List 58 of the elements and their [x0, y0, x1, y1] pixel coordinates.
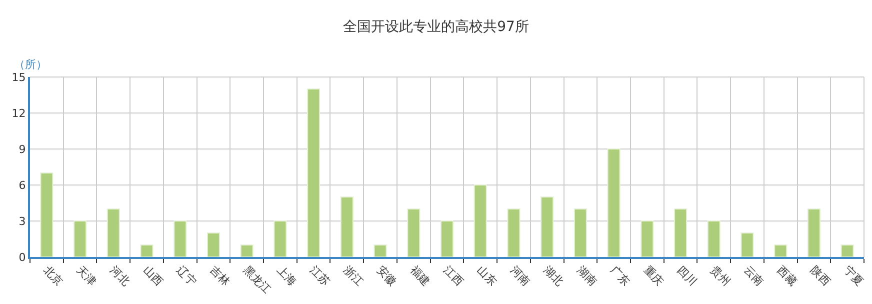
x-tick-label: 宁夏 [841, 264, 866, 288]
x-tick-label: 黑龙江 [240, 264, 274, 296]
x-tick-label: 重庆 [641, 264, 666, 288]
x-tick-label: 西藏 [774, 264, 800, 288]
bar [340, 196, 354, 257]
bar [274, 220, 287, 257]
x-tick-label: 江西 [440, 264, 466, 288]
bar [707, 220, 720, 257]
bar [574, 208, 587, 257]
x-tick-label: 河北 [107, 264, 132, 288]
bar [440, 220, 454, 257]
bar [607, 148, 620, 257]
x-tick-label: 山西 [140, 264, 166, 288]
x-tick-label: 安徽 [374, 264, 400, 288]
x-tick-label: 湖北 [541, 264, 566, 288]
x-tick-label: 广东 [608, 264, 633, 288]
y-tick-label: 6 [18, 178, 26, 192]
bar [740, 232, 754, 257]
bar [174, 220, 187, 257]
x-tick-label: 浙江 [340, 264, 366, 288]
x-tick-label: 山东 [474, 264, 500, 288]
bar [807, 208, 820, 257]
x-tick-label: 江苏 [308, 264, 332, 288]
x-tick-label: 福建 [408, 264, 432, 288]
bar [240, 244, 254, 257]
bar [507, 208, 520, 257]
bar [140, 244, 154, 257]
chart-title: 全国开设此专业的高校共97所 [343, 19, 529, 36]
bar [206, 232, 220, 257]
x-tick-label: 上海 [274, 264, 299, 288]
x-tick-label: 云南 [741, 264, 766, 288]
bar [840, 244, 854, 257]
x-tick-label: 吉林 [207, 264, 232, 288]
y-axis-title: （所） [14, 58, 47, 71]
bar [474, 184, 487, 257]
x-tick-label: 河南 [508, 264, 532, 288]
bar [540, 196, 554, 257]
bar [374, 244, 387, 257]
bar [74, 220, 87, 257]
x-tick-label: 天津 [74, 264, 99, 288]
y-tick-label: 0 [18, 250, 26, 264]
bar [640, 220, 654, 257]
y-tick-label: 3 [18, 214, 26, 228]
x-tick-label: 湖南 [574, 264, 600, 288]
y-tick-label: 15 [12, 70, 26, 84]
bar [407, 208, 420, 257]
x-tick-label: 贵州 [708, 264, 733, 288]
x-tick-label: 四川 [674, 264, 700, 288]
x-tick-label: 辽宁 [174, 264, 199, 288]
x-tick-label: 陕西 [808, 264, 833, 288]
y-tick-label: 12 [12, 106, 26, 120]
bar [40, 172, 54, 257]
bar [674, 208, 688, 257]
bar [774, 244, 788, 257]
bar [307, 88, 320, 257]
bar [106, 208, 120, 257]
x-tick-label: 北京 [40, 264, 66, 288]
y-tick-label: 9 [18, 142, 26, 156]
